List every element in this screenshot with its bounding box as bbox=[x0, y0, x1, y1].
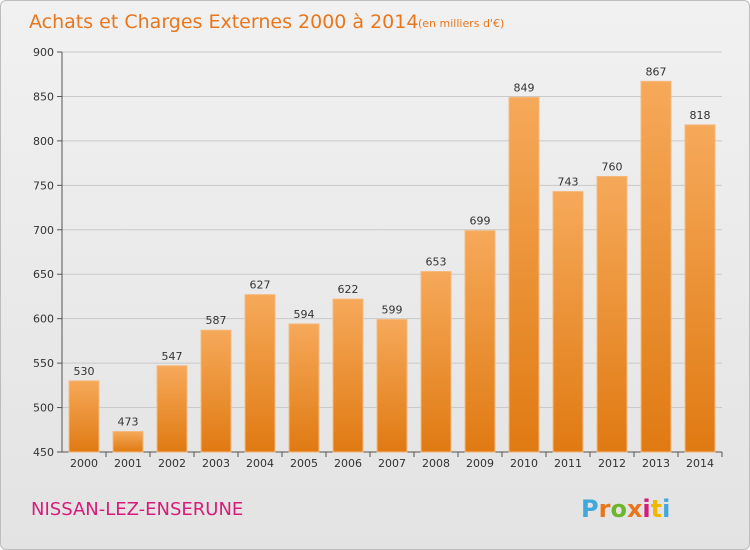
x-tick-label: 2001 bbox=[114, 457, 142, 470]
bar bbox=[156, 365, 188, 453]
bar-value-label: 530 bbox=[74, 365, 95, 378]
x-tick-label: 2004 bbox=[246, 457, 274, 470]
bar-value-label: 627 bbox=[250, 279, 271, 292]
logo-letter: r bbox=[599, 495, 611, 523]
bar-value-label: 849 bbox=[514, 81, 535, 94]
bar-value-label: 760 bbox=[602, 160, 623, 173]
x-tick-label: 2008 bbox=[422, 457, 450, 470]
logo-letter: i bbox=[642, 495, 650, 523]
chart-unit: (en milliers d'€) bbox=[418, 17, 504, 30]
logo-letter: t bbox=[651, 495, 662, 523]
x-tick-label: 2010 bbox=[510, 457, 538, 470]
bar-value-label: 653 bbox=[426, 256, 447, 269]
location-label: NISSAN-LEZ-ENSERUNE bbox=[31, 499, 243, 520]
y-tick-label: 800 bbox=[33, 135, 54, 148]
bar bbox=[68, 380, 100, 453]
y-tick-label: 700 bbox=[33, 224, 54, 237]
bar-value-label: 818 bbox=[690, 109, 711, 122]
bar bbox=[552, 191, 584, 453]
bar bbox=[376, 319, 408, 453]
bar-value-label: 743 bbox=[558, 176, 579, 189]
bar-value-label: 547 bbox=[162, 350, 183, 363]
bar bbox=[420, 271, 452, 453]
y-tick-label: 450 bbox=[33, 446, 54, 459]
bar bbox=[464, 230, 496, 453]
logo-letter: P bbox=[581, 495, 599, 523]
bar-value-label: 594 bbox=[294, 308, 315, 321]
bar-value-label: 699 bbox=[470, 215, 491, 228]
x-tick-label: 2014 bbox=[686, 457, 714, 470]
x-tick-label: 2006 bbox=[334, 457, 362, 470]
x-tick-label: 2011 bbox=[554, 457, 582, 470]
bar bbox=[684, 124, 716, 453]
y-tick-label: 750 bbox=[33, 179, 54, 192]
y-tick-label: 600 bbox=[33, 313, 54, 326]
bar bbox=[332, 298, 364, 453]
bar-value-label: 622 bbox=[338, 283, 359, 296]
x-tick-label: 2009 bbox=[466, 457, 494, 470]
x-tick-label: 2012 bbox=[598, 457, 626, 470]
bar bbox=[288, 323, 320, 453]
bar bbox=[244, 294, 276, 453]
x-tick-labels: 2000 2001 2002 2003 2004 2005 2006 2007 2008 2009… bbox=[70, 457, 714, 470]
bar bbox=[596, 175, 628, 453]
chart-title: Achats et Charges Externes 2000 à 2014 bbox=[29, 11, 418, 33]
bars bbox=[68, 80, 716, 453]
logo-letter: i bbox=[662, 495, 670, 523]
y-tick-label: 650 bbox=[33, 268, 54, 281]
x-tick-label: 2000 bbox=[70, 457, 98, 470]
bar bbox=[200, 329, 232, 453]
y-tick-label: 550 bbox=[33, 357, 54, 370]
x-tick-label: 2003 bbox=[202, 457, 230, 470]
y-tick-label: 500 bbox=[33, 402, 54, 415]
bar-value-label: 599 bbox=[382, 304, 403, 317]
bar-value-label: 867 bbox=[646, 65, 667, 78]
logo-letter: o bbox=[610, 495, 627, 523]
proxiti-logo: Proxiti bbox=[581, 495, 670, 523]
x-tick-label: 2013 bbox=[642, 457, 670, 470]
bar bbox=[508, 96, 540, 453]
y-tick-label: 900 bbox=[33, 46, 54, 59]
x-tick-label: 2007 bbox=[378, 457, 406, 470]
bar-value-labels: 530 473 547 587 627 594 622 599 653 699 849 743 760 8… bbox=[74, 65, 711, 428]
bar bbox=[640, 80, 672, 453]
y-tick-label: 850 bbox=[33, 90, 54, 103]
logo-letter: x bbox=[627, 495, 643, 523]
y-tick-labels: 450 500 550 600 650 700 750 800 850 900 bbox=[33, 46, 54, 459]
bar-value-label: 587 bbox=[206, 314, 227, 327]
bar-value-label: 473 bbox=[118, 416, 139, 429]
x-tick-label: 2005 bbox=[290, 457, 318, 470]
bar bbox=[112, 431, 144, 453]
x-tick-label: 2002 bbox=[158, 457, 186, 470]
